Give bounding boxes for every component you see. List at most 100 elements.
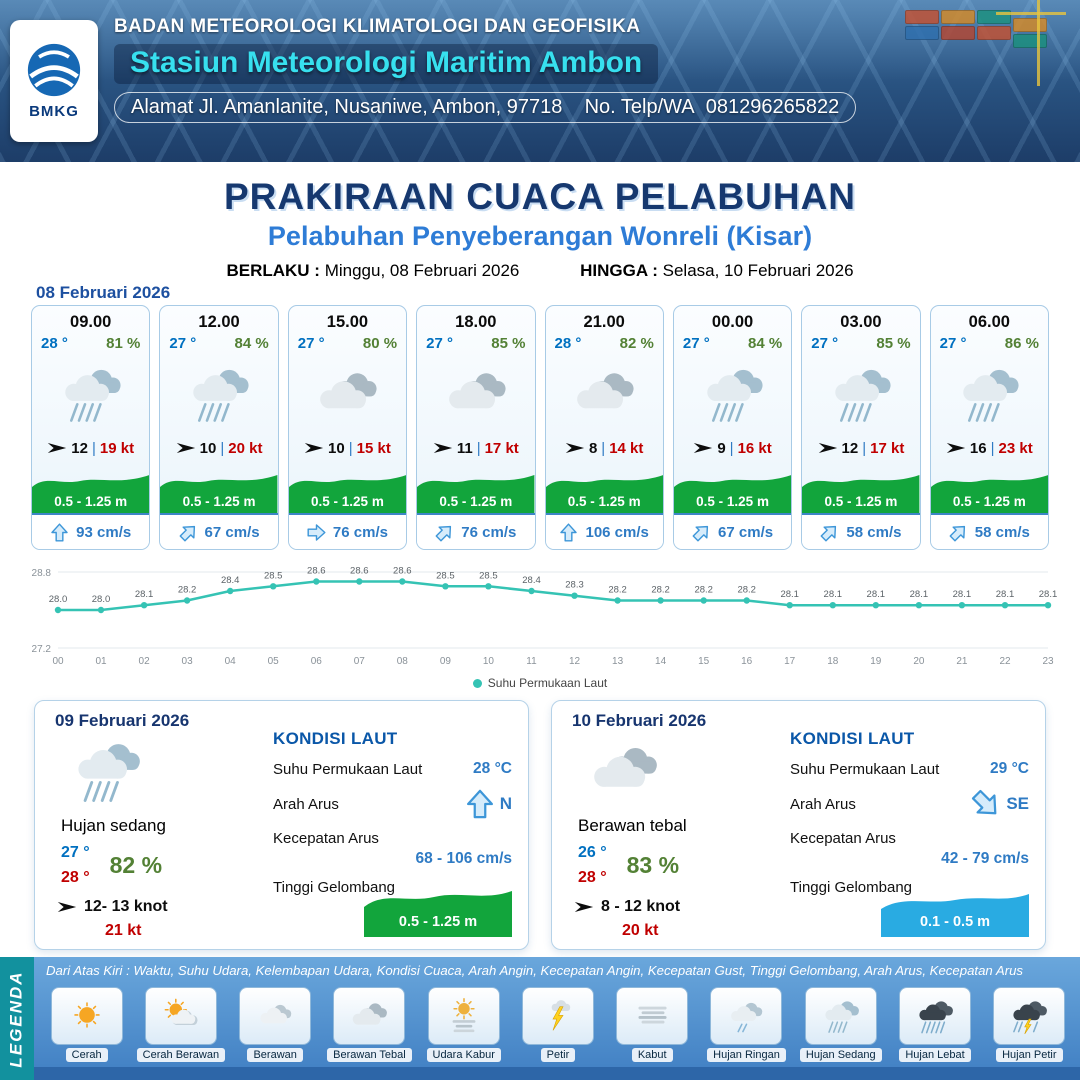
wave-height: 0.5 - 1.25 m bbox=[182, 494, 256, 509]
wind-arrow-icon bbox=[694, 443, 713, 453]
humidity: 81 % bbox=[106, 335, 141, 352]
separator: | bbox=[601, 439, 606, 457]
wind-row: 11 | 17 kt bbox=[417, 436, 534, 460]
wind-gust: 20 kt bbox=[622, 921, 659, 939]
valid-from-value: Minggu, 08 Februari 2026 bbox=[324, 261, 520, 280]
legend-weather-icon bbox=[521, 987, 594, 1045]
bmkg-globe-icon bbox=[27, 43, 81, 97]
current-speed: 58 cm/s bbox=[846, 523, 902, 541]
current-direction-icon bbox=[50, 522, 69, 542]
wave-height: 0.5 - 1.25 m bbox=[824, 494, 898, 509]
wind-gust: 23 kt bbox=[998, 439, 1033, 457]
wind-speed: 12 bbox=[841, 439, 859, 457]
wind-gust: 16 kt bbox=[737, 439, 772, 457]
weather-icon bbox=[289, 352, 406, 436]
legend-item: Hujan Sedang bbox=[796, 987, 885, 1062]
svg-text:15: 15 bbox=[698, 656, 710, 667]
current-direction-icon bbox=[692, 523, 711, 542]
legend-item-label: Hujan Sedang bbox=[799, 1048, 882, 1062]
phone-number: 081296265822 bbox=[705, 96, 840, 118]
sst-chart: 28.8 27.2 28.0 00 28.0 01 28.1 02 28.2 03 28.4 04 28… bbox=[18, 556, 1062, 674]
svg-text:28.1: 28.1 bbox=[996, 589, 1015, 600]
wave-height: 0.5 - 1.25 m bbox=[311, 494, 384, 509]
wave-height-band: 0.5 - 1.25 m bbox=[288, 470, 407, 515]
svg-text:28.2: 28.2 bbox=[651, 585, 670, 596]
humidity: 86 % bbox=[1004, 335, 1039, 352]
wave-shape bbox=[802, 475, 920, 515]
temp-humidity-row: 28 ° 81 % bbox=[32, 332, 149, 352]
forecast-time: 00.00 bbox=[711, 313, 754, 331]
wind-row: 12- 13 knot bbox=[57, 898, 263, 916]
wave-height-band: 0.5 - 1.25 m bbox=[417, 470, 535, 515]
day-weather-summary: Berawan tebal 26 ° 28 ° 83 % 8 - 12 knot… bbox=[568, 731, 780, 940]
wind-speed: 16 bbox=[969, 439, 987, 457]
forecast-time: 21.00 bbox=[583, 313, 625, 331]
address-line: Alamat Jl. Amanlanite, Nusaniwe, Ambon, … bbox=[114, 92, 1080, 123]
svg-text:28.0: 28.0 bbox=[92, 594, 111, 605]
svg-text:28.3: 28.3 bbox=[565, 580, 584, 591]
forecast-card: 06.00 27 ° 86 % 16 | 23 kt 0.5 - 1.25 m bbox=[929, 305, 1049, 550]
agency-name: BADAN METEOROLOGI KLIMATOLOGI DAN GEOFIS… bbox=[114, 16, 641, 37]
temp-humidity-row: 27 ° 85 % bbox=[417, 332, 534, 352]
forecast-card: 21.00 28 ° 82 % 8 | 14 kt 0.5 - 1.25 m bbox=[544, 305, 664, 550]
wind-arrow-icon bbox=[176, 443, 195, 453]
temp-humidity-row: 27 ° 84 % bbox=[674, 332, 791, 352]
svg-text:09: 09 bbox=[440, 656, 452, 667]
legend-item-label: Petir bbox=[540, 1048, 576, 1062]
separator: | bbox=[862, 439, 867, 457]
wave-shape bbox=[288, 475, 407, 515]
air-temperature: 27 ° bbox=[426, 335, 453, 352]
svg-text:27.2: 27.2 bbox=[32, 644, 52, 655]
wave-height-label: Tinggi Gelombang bbox=[790, 879, 913, 896]
current-direction-icon bbox=[971, 789, 1001, 819]
wind-gust: 19 kt bbox=[99, 439, 135, 457]
valid-from-label: BERLAKU : bbox=[226, 261, 320, 280]
legend-item: Hujan Lebat bbox=[890, 987, 979, 1062]
svg-text:13: 13 bbox=[612, 656, 624, 667]
svg-text:10: 10 bbox=[483, 656, 495, 667]
svg-text:01: 01 bbox=[95, 656, 107, 667]
weather-icon bbox=[568, 731, 780, 816]
wave-shape bbox=[32, 475, 150, 515]
separator: | bbox=[729, 439, 734, 457]
weather-icon bbox=[51, 731, 263, 816]
legend-item: Cerah bbox=[42, 987, 131, 1062]
forecast-time: 03.00 bbox=[840, 313, 882, 331]
forecast-cards-row: 09.00 28 ° 81 % 12 | 19 kt 0.5 - 1.25 m bbox=[31, 305, 1049, 550]
wind-row: 10 | 15 kt bbox=[289, 436, 406, 460]
wave-shape bbox=[160, 475, 278, 515]
page-title: PRAKIRAAN CUACA PELABUHAN bbox=[223, 176, 857, 217]
legend-item-label: Udara Kabur bbox=[426, 1048, 501, 1062]
current-speed: 58 cm/s bbox=[974, 523, 1030, 541]
wind-gust: 17 kt bbox=[484, 439, 519, 457]
wave-shape bbox=[417, 475, 535, 515]
svg-text:28.2: 28.2 bbox=[737, 585, 756, 596]
legend-bottom-strip bbox=[0, 1067, 1080, 1080]
header: BMKG BADAN METEOROLOGI KLIMATOLOGI DAN G… bbox=[0, 0, 1080, 162]
svg-text:20: 20 bbox=[913, 656, 925, 667]
wave-height-value: 0.5 - 1.25 m bbox=[398, 914, 478, 930]
weather-icon bbox=[32, 352, 149, 436]
validity-line: BERLAKU : Minggu, 08 Februari 2026 HINGG… bbox=[0, 261, 1080, 281]
separator: | bbox=[91, 439, 96, 457]
legend-item-label: Hujan Ringan bbox=[707, 1048, 786, 1062]
svg-text:28.0: 28.0 bbox=[49, 594, 68, 605]
svg-text:21: 21 bbox=[956, 656, 968, 667]
svg-text:05: 05 bbox=[268, 656, 280, 667]
wave-shape bbox=[881, 894, 1029, 937]
chart-legend: Suhu Permukaan Laut bbox=[0, 676, 1080, 690]
wave-height-band: 0.5 - 1.25 m bbox=[930, 470, 1048, 515]
day-date: 10 Februari 2026 bbox=[572, 711, 707, 730]
wind-gust: 15 kt bbox=[356, 439, 391, 457]
separator: | bbox=[348, 439, 353, 457]
wind-arrow-icon bbox=[48, 443, 67, 453]
wave-shape bbox=[673, 475, 792, 515]
legend-items-row: Cerah Cerah Berawan Berawan Berawan Teba… bbox=[42, 987, 1074, 1062]
air-temperature: 27 ° bbox=[811, 335, 839, 352]
svg-text:04: 04 bbox=[225, 656, 237, 667]
svg-text:28.1: 28.1 bbox=[135, 589, 154, 600]
daily-cards-row: 09 Februari 2026 Hujan sedang 27 ° 28 ° … bbox=[34, 700, 1046, 950]
wind-row: 9 | 16 kt bbox=[674, 436, 791, 460]
current-direction-icon bbox=[465, 789, 495, 819]
